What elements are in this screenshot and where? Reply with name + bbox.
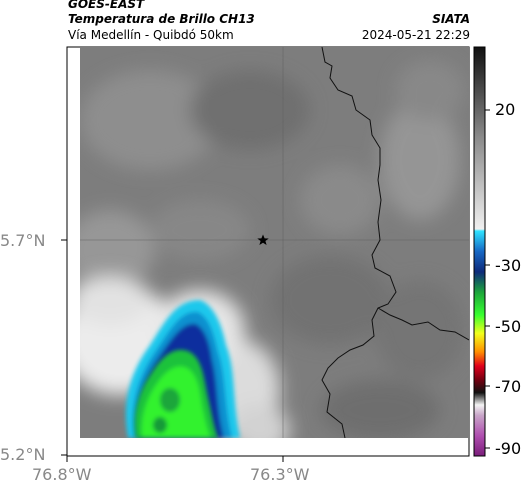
- lon-tick-label: 76.3°W: [250, 465, 310, 484]
- colorbar-tick-label: -90: [495, 439, 522, 458]
- colorbar-tick-label: -50: [495, 317, 522, 336]
- colorbar-tick-label: -70: [495, 377, 522, 396]
- lat-tick-label: 5.2°N: [0, 445, 46, 464]
- department-border: [321, 47, 397, 438]
- colorbar-tick-label: 20: [495, 100, 516, 119]
- colorbar-tick-label: -30: [495, 256, 522, 275]
- colorbar: [473, 46, 490, 457]
- lat-tick-label: 5.7°N: [0, 231, 46, 250]
- department-border-east: [377, 307, 469, 341]
- region-subtitle: Vía Medellín - Quibdó 50km: [68, 28, 234, 42]
- timestamp-label: 2024-05-21 22:29: [361, 28, 470, 42]
- satellite-title: GOES-EAST: [68, 0, 145, 11]
- imagery-layer: [80, 47, 469, 438]
- location-marker-star: [257, 234, 269, 245]
- product-title: Temperatura de Brillo CH13: [68, 12, 255, 26]
- lon-tick-label: 76.8°W: [32, 465, 92, 484]
- organization-label: SIATA: [432, 12, 470, 26]
